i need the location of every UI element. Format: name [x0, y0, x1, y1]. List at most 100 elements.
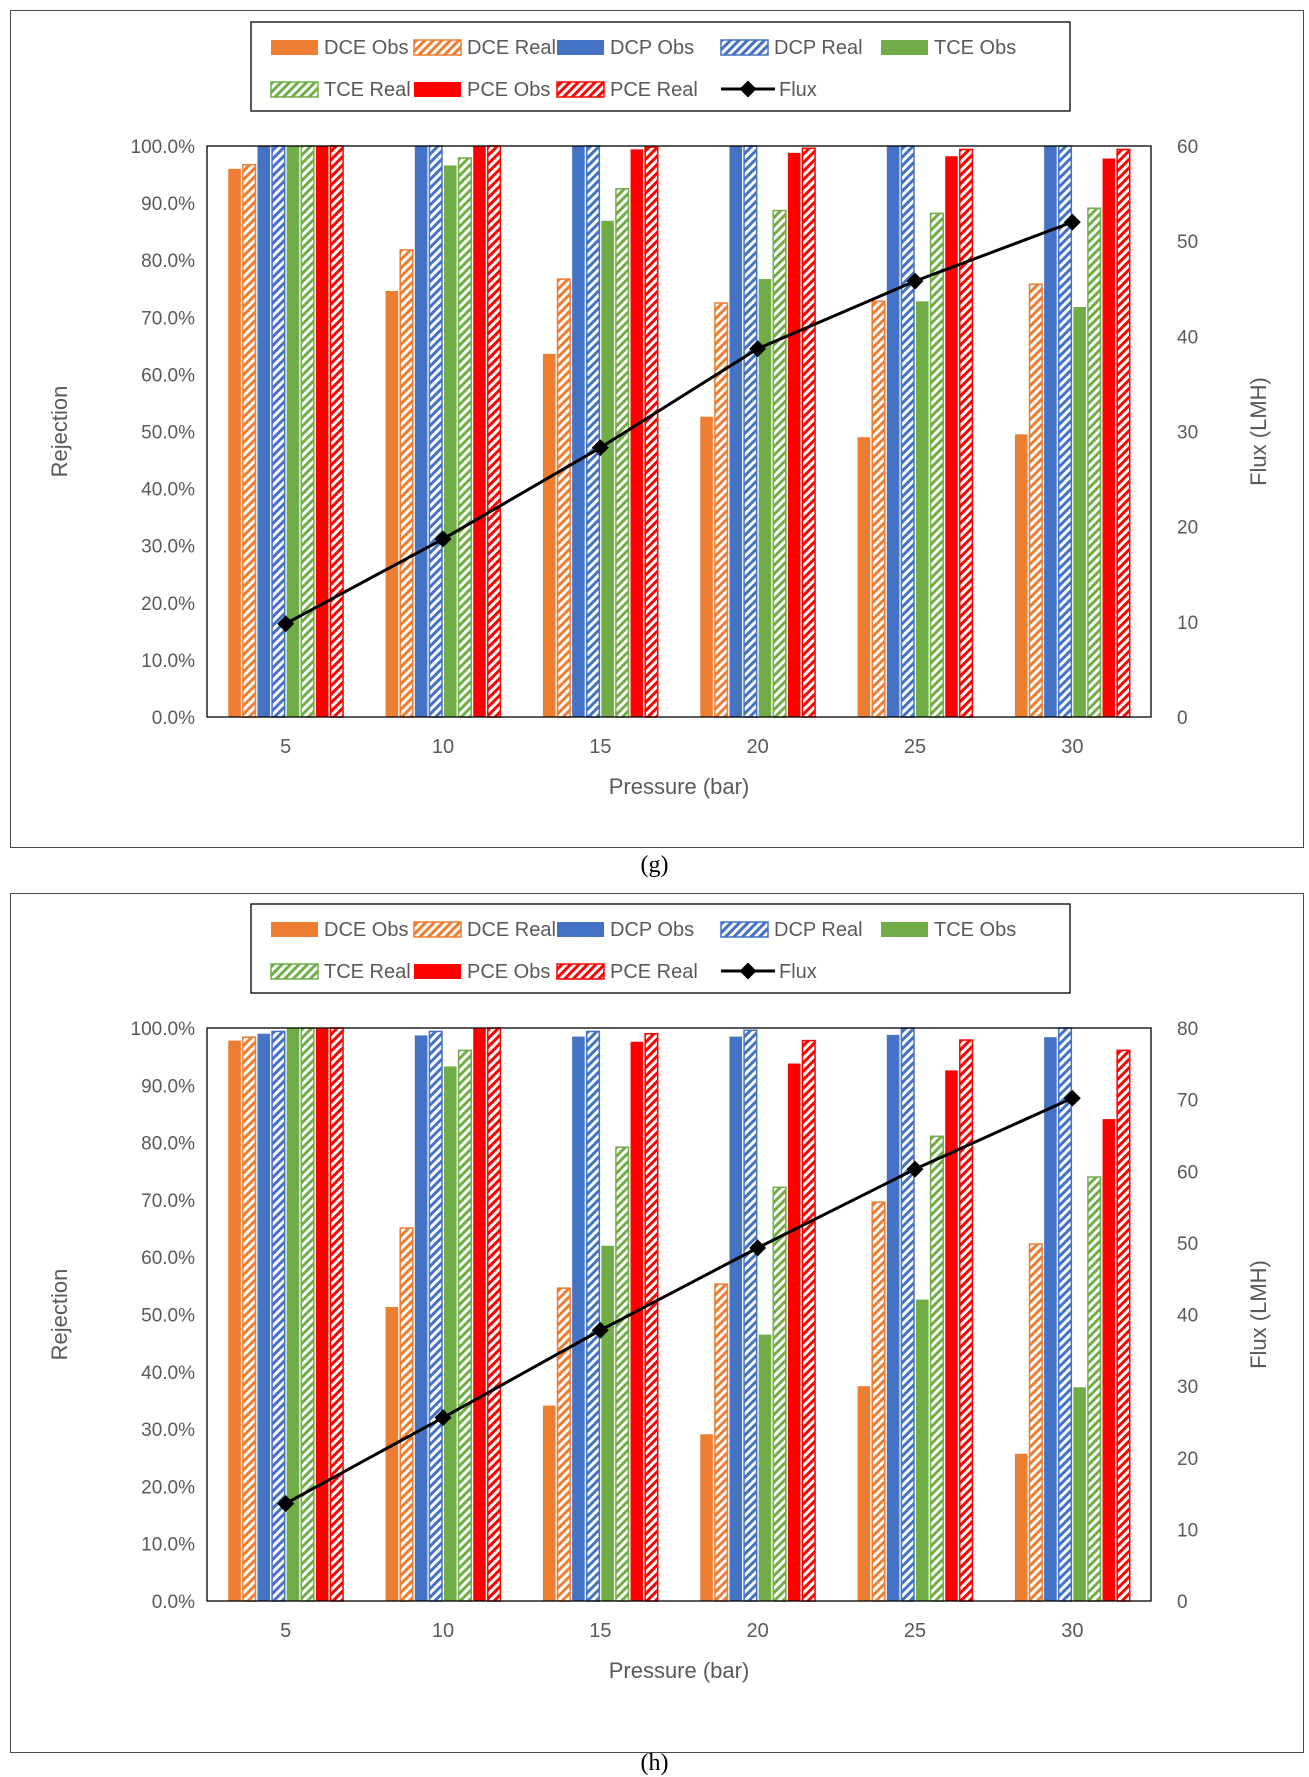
legend-label: DCP Obs	[610, 919, 694, 941]
bar-tce-obs-15	[601, 220, 614, 717]
y-tick-label: 60.0%	[141, 1248, 195, 1269]
y2-tick-label: 20	[1177, 1449, 1198, 1470]
legend-label: PCE Real	[610, 79, 698, 101]
bar-dce-obs-15	[542, 1405, 556, 1601]
bar-pce-obs-30	[1102, 158, 1116, 717]
y-tick-label: 20.0%	[141, 1477, 195, 1498]
legend-item-dce-real: DCE Real	[413, 919, 556, 941]
y2-tick-label: 50	[1177, 1234, 1198, 1255]
x-tick-label: 15	[589, 1620, 611, 1642]
x-tick-label: 30	[1061, 1620, 1083, 1642]
bar-pce-real-15	[644, 146, 659, 718]
bar-dce-obs-20	[700, 416, 713, 717]
bar-dce-obs-10	[385, 291, 399, 717]
y-tick-label: 50.0%	[141, 1306, 195, 1327]
y-tick-label: 40.0%	[141, 1363, 195, 1384]
legend-label: DCE Obs	[324, 919, 408, 941]
bar-dce-real-10	[399, 249, 414, 718]
bar-dcp-obs-25	[886, 1034, 900, 1601]
x-tick-label: 5	[280, 736, 291, 758]
bar-pce-real-30	[1116, 148, 1131, 718]
bar-pce-real-20	[801, 147, 816, 718]
bar-dcp-obs-10	[414, 146, 428, 717]
legend-swatch-pce-obs	[414, 82, 461, 97]
bar-tce-obs-5	[286, 1028, 300, 1601]
bar-tce-real-5	[300, 145, 315, 718]
bar-dcp-real-15	[585, 145, 601, 718]
bar-pce-real-5	[329, 145, 344, 718]
legend-label: DCP Real	[774, 37, 863, 59]
flux-marker-20	[749, 1239, 767, 1257]
legend-label: PCE Obs	[467, 79, 550, 101]
legend-swatch-dce-obs	[271, 40, 318, 55]
y-tick-label: 100.0%	[131, 1019, 196, 1040]
x-axis-title: Pressure (bar)	[609, 774, 750, 799]
bar-dce-obs-25	[857, 1386, 871, 1601]
legend-label: PCE Obs	[467, 961, 550, 983]
bar-tce-obs-15	[601, 1245, 614, 1601]
bar-pce-real-5	[329, 1027, 344, 1602]
bar-dce-obs-20	[700, 1434, 713, 1601]
y-axis-title: Rejection	[47, 1269, 72, 1361]
flux-marker-10	[434, 530, 452, 548]
legend-item-tce-obs: TCE Obs	[881, 919, 1016, 941]
legend-swatch-dce-obs	[271, 922, 318, 937]
y2-tick-label: 20	[1177, 518, 1198, 539]
legend-label: DCE Real	[467, 37, 556, 59]
bar-dcp-real-15	[585, 1030, 601, 1602]
bar-pce-obs-5	[315, 146, 329, 717]
bar-tce-obs-30	[1073, 307, 1086, 717]
panel-caption-g: (g)	[640, 852, 669, 878]
legend-item-dce-obs: DCE Obs	[271, 919, 408, 941]
bar-tce-obs-30	[1073, 1387, 1086, 1601]
bar-tce-real-10	[457, 157, 472, 718]
flux-marker-25	[906, 272, 924, 290]
bar-dcp-real-10	[428, 145, 443, 718]
legend-label: DCP Obs	[610, 37, 694, 59]
bar-pce-obs-15	[630, 149, 644, 717]
legend-swatch-tce-real	[270, 81, 319, 98]
bar-dcp-real-20	[743, 1029, 758, 1602]
bar-dcp-real-25	[900, 145, 915, 718]
x-tick-label: 5	[280, 1620, 291, 1642]
bar-tce-real-20	[772, 1186, 787, 1602]
bar-dce-obs-30	[1014, 434, 1028, 717]
x-tick-label: 20	[747, 1620, 769, 1642]
legend-label: DCP Real	[774, 919, 863, 941]
bar-dce-obs-15	[542, 353, 556, 717]
legend-label: TCE Real	[324, 79, 411, 101]
bar-pce-real-15	[644, 1032, 659, 1602]
bar-tce-obs-20	[758, 279, 772, 717]
legend-swatch-tce-obs	[881, 40, 928, 55]
bar-dce-real-25	[871, 1201, 886, 1602]
legend-label: TCE Real	[324, 961, 411, 983]
y2-tick-label: 0	[1177, 708, 1188, 729]
legend-swatch-dce-real	[413, 39, 462, 56]
bar-dce-obs-30	[1014, 1453, 1028, 1601]
x-tick-label: 10	[432, 1620, 454, 1642]
y-tick-label: 0.0%	[152, 708, 195, 729]
legend-item-pce-real: PCE Real	[556, 961, 698, 983]
legend-item-flux: Flux	[721, 79, 817, 101]
y-tick-label: 30.0%	[141, 1420, 195, 1441]
bar-pce-obs-30	[1102, 1119, 1116, 1601]
bar-dcp-obs-15	[572, 1036, 585, 1601]
bar-tce-real-25	[929, 212, 944, 718]
y-axis-title: Rejection	[47, 386, 72, 478]
legend-swatch-tce-real	[270, 963, 319, 980]
bar-tce-obs-5	[286, 146, 300, 717]
bar-pce-obs-20	[787, 1063, 801, 1601]
legend-item-dcp-obs: DCP Obs	[557, 37, 694, 59]
bar-dcp-real-20	[743, 145, 758, 718]
y2-tick-label: 60	[1177, 1162, 1198, 1183]
y-tick-label: 90.0%	[141, 194, 195, 215]
legend-label: Flux	[779, 961, 817, 983]
bar-dcp-obs-20	[729, 146, 743, 717]
bar-dcp-obs-20	[729, 1036, 743, 1601]
x-tick-label: 30	[1061, 736, 1083, 758]
y2-tick-label: 40	[1177, 327, 1198, 348]
legend-swatch-dcp-obs	[557, 40, 604, 55]
bar-dce-obs-5	[228, 168, 241, 718]
bar-dce-obs-5	[228, 1040, 241, 1601]
flux-marker-25	[906, 1160, 924, 1178]
